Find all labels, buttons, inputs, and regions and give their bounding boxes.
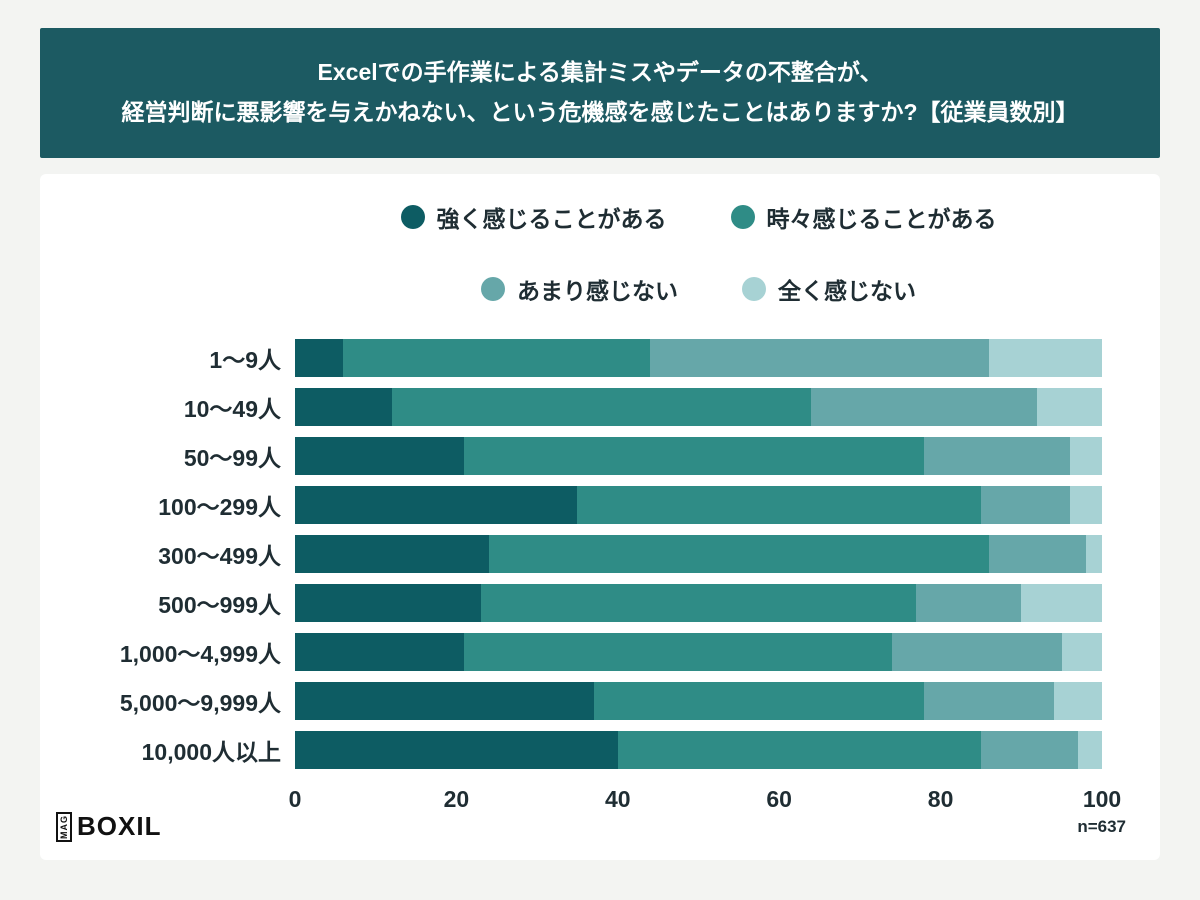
category-label: 50〜99人 — [183, 445, 281, 471]
bar-segment — [1077, 731, 1102, 769]
legend-item: 強く感じることがある — [400, 200, 667, 234]
bar-segment — [650, 339, 989, 377]
bar-segment — [924, 682, 1054, 720]
x-axis-tick: 100 — [1082, 786, 1122, 812]
bar-segment — [391, 388, 812, 426]
x-axis-tick: 0 — [288, 786, 302, 812]
category-label: 1,000〜4,999人 — [119, 641, 281, 667]
stacked-bar-chart: 1〜9人 10〜49人 50〜99人 100〜299人 300〜499人 500〜999人… — [40, 339, 1102, 769]
legend-label: 時々感じることがある — [766, 206, 997, 232]
sample-size-label: n=637 — [1077, 816, 1126, 836]
bar-segment — [295, 437, 465, 475]
category-label: 10,000人以上 — [141, 739, 281, 765]
legend-row: あまり感じない 全く感じない — [295, 272, 1102, 306]
bar-segment — [343, 339, 651, 377]
bar-segment — [1037, 388, 1102, 426]
stacked-bar — [295, 584, 1102, 622]
legend: 強く感じることがある 時々感じることがあるあまり感じない 全く感じない — [295, 200, 1102, 344]
bar-segment — [924, 437, 1070, 475]
legend-row: 強く感じることがある 時々感じることがある — [295, 200, 1102, 234]
legend-dot-icon — [730, 205, 755, 229]
bar-segment — [892, 633, 1062, 671]
bar-row: 10,000人以上 — [40, 731, 1102, 769]
boxil-logo-text: BOXIL — [77, 811, 162, 841]
bar-segment — [1021, 584, 1102, 622]
stacked-bar — [295, 731, 1102, 769]
bar-segment — [488, 535, 989, 573]
bar-row: 50〜99人 — [40, 437, 1102, 475]
chart-footer: MAG BOXIL n=637 — [56, 811, 1126, 842]
stacked-bar — [295, 633, 1102, 671]
bar-segment — [1085, 535, 1102, 573]
bar-row: 10〜49人 — [40, 388, 1102, 426]
legend-item: あまり感じない — [481, 272, 678, 306]
bar-segment — [989, 339, 1102, 377]
bar-segment — [295, 486, 578, 524]
bar-segment — [295, 584, 481, 622]
stacked-bar — [295, 535, 1102, 573]
bar-segment — [295, 339, 344, 377]
bar-segment — [464, 633, 893, 671]
legend-dot-icon — [742, 277, 766, 301]
bar-segment — [1069, 486, 1102, 524]
category-label: 1〜9人 — [209, 347, 281, 373]
bar-segment — [295, 731, 618, 769]
boxil-logo: MAG BOXIL — [56, 811, 161, 842]
bar-segment — [480, 584, 917, 622]
bar-row: 1〜9人 — [40, 339, 1102, 377]
bar-segment — [811, 388, 1038, 426]
x-axis-tick: 80 — [927, 786, 954, 812]
x-axis-tick: 60 — [766, 786, 792, 812]
legend-item: 全く感じない — [742, 272, 916, 306]
bar-segment — [980, 731, 1078, 769]
bar-row: 5,000〜9,999人 — [40, 682, 1102, 720]
bar-segment — [1061, 633, 1102, 671]
bar-row: 500〜999人 — [40, 584, 1102, 622]
bar-segment — [295, 388, 392, 426]
bar-segment — [1053, 682, 1102, 720]
bar-segment — [1069, 437, 1102, 475]
x-axis-tick: 40 — [605, 786, 631, 812]
stacked-bar — [295, 388, 1102, 426]
category-label: 5,000〜9,999人 — [119, 690, 281, 716]
bar-segment — [617, 731, 981, 769]
x-axis-tick: 20 — [443, 786, 470, 812]
legend-item: 時々感じることがある — [730, 200, 997, 234]
legend-dot-icon — [481, 277, 505, 301]
title-line-2: 経営判断に悪影響を与えかねない、という危機感を感じたことはありますか?【従業員数… — [121, 99, 1079, 125]
bar-segment — [295, 535, 489, 573]
category-label: 500〜999人 — [158, 592, 281, 618]
bar-segment — [577, 486, 981, 524]
bar-segment — [593, 682, 925, 720]
legend-label: 強く感じることがある — [436, 206, 667, 232]
stacked-bar — [295, 682, 1102, 720]
category-label: 300〜499人 — [158, 543, 281, 569]
mag-logo-box: MAG — [56, 811, 72, 842]
stacked-bar — [295, 339, 1102, 377]
bar-row: 1,000〜4,999人 — [40, 633, 1102, 671]
legend-label: 全く感じない — [778, 278, 916, 304]
legend-label: あまり感じない — [517, 278, 678, 304]
bar-segment — [295, 633, 465, 671]
bar-row: 100〜299人 — [40, 486, 1102, 524]
category-label: 10〜49人 — [183, 396, 281, 422]
bar-segment — [464, 437, 925, 475]
bar-segment — [980, 486, 1070, 524]
bar-segment — [916, 584, 1022, 622]
x-axis: 0 20 40 60 80 100 — [289, 786, 1122, 816]
chart-card: 強く感じることがある 時々感じることがあるあまり感じない 全く感じない 1〜9人 10… — [40, 174, 1160, 860]
bar-row: 300〜499人 — [40, 535, 1102, 573]
stacked-bar — [295, 486, 1102, 524]
bar-segment — [989, 535, 1086, 573]
legend-dot-icon — [400, 205, 425, 229]
stacked-bar — [295, 437, 1102, 475]
bar-segment — [295, 682, 594, 720]
category-label: 100〜299人 — [158, 494, 281, 520]
title-line-1: Excelでの手作業による集計ミスやデータの不整合が、 — [317, 59, 883, 86]
mag-logo-text: MAG — [59, 814, 69, 839]
chart-title-banner: Excelでの手作業による集計ミスやデータの不整合が、 経営判断に悪影響を与えか… — [40, 28, 1160, 158]
